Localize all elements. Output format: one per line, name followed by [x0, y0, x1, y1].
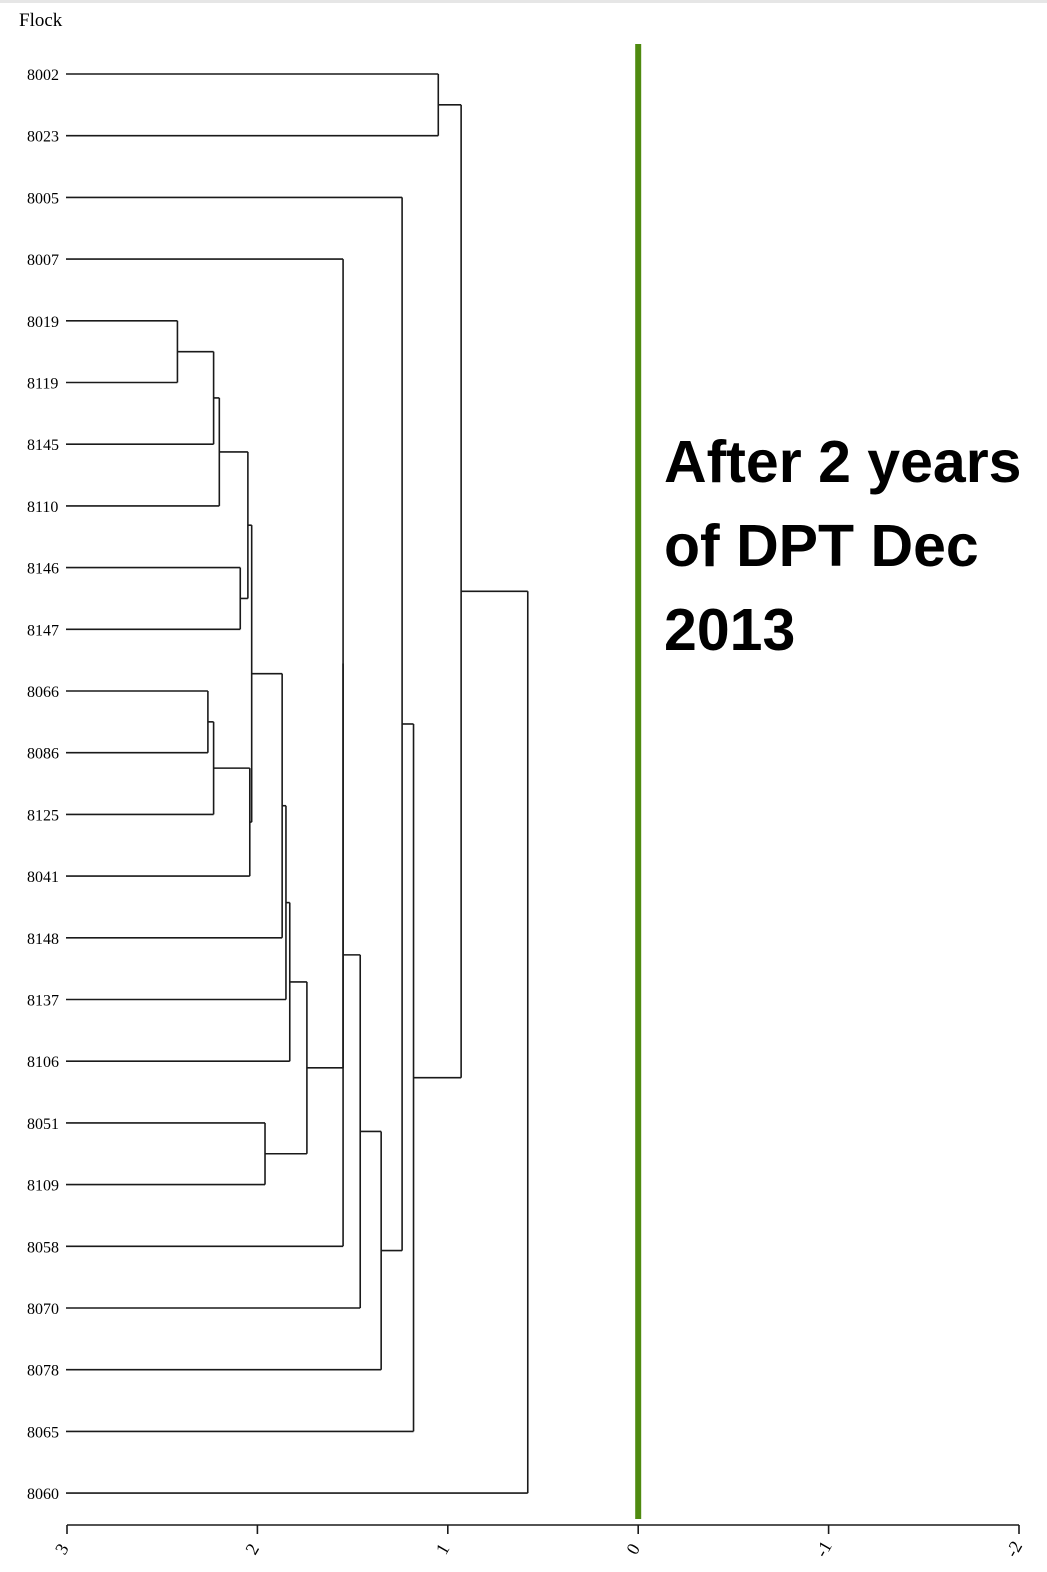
leaf-label-8041: 8041: [27, 869, 59, 886]
leaf-label-8078: 8078: [27, 1363, 59, 1380]
leaf-label-8106: 8106: [27, 1054, 59, 1071]
leaf-label-8065: 8065: [27, 1424, 59, 1441]
leaf-label-8119: 8119: [27, 376, 58, 393]
leaf-label-8147: 8147: [27, 622, 59, 639]
leaf-label-8058: 8058: [27, 1239, 59, 1256]
leaf-label-8109: 8109: [27, 1178, 59, 1195]
leaf-label-8023: 8023: [27, 129, 59, 146]
leaf-label-8070: 8070: [27, 1301, 59, 1318]
x-tick-label-5: -2: [1001, 1538, 1026, 1561]
leaf-label-8148: 8148: [27, 931, 59, 948]
annotation-line-3: 2013: [664, 597, 796, 663]
x-tick-label-2: 1: [432, 1540, 454, 1558]
leaf-header-label: Flock: [19, 10, 63, 31]
x-tick-label-3: 0: [622, 1540, 644, 1558]
leaf-label-8019: 8019: [27, 314, 59, 331]
leaf-label-8145: 8145: [27, 437, 59, 454]
leaf-label-8060: 8060: [27, 1486, 59, 1503]
x-tick-label-0: 3: [51, 1540, 73, 1558]
x-tick-label-1: 2: [241, 1540, 263, 1558]
leaf-label-8051: 8051: [27, 1116, 59, 1133]
leaf-label-8137: 8137: [27, 993, 59, 1010]
leaf-label-8066: 8066: [27, 684, 59, 701]
leaf-label-8125: 8125: [27, 807, 59, 824]
leaf-label-8002: 8002: [27, 67, 59, 84]
x-axis: 3 2 1 0 -1 -2: [51, 1524, 1026, 1561]
leaf-label-8007: 8007: [27, 252, 59, 269]
annotation-line-1: After 2 years: [664, 429, 1022, 495]
leaf-label-8086: 8086: [27, 746, 59, 763]
x-tick-label-4: -1: [811, 1538, 836, 1561]
leaf-label-8146: 8146: [27, 561, 59, 578]
leaf-label-8110: 8110: [27, 499, 58, 516]
dendrogram-branches: [66, 73, 529, 1494]
annotation-text: After 2 years of DPT Dec 2013: [664, 420, 1047, 672]
annotation-line-2: of DPT Dec: [664, 513, 979, 579]
leaf-labels: 8002 8023 8005 8007 8019 8119 8145 8110 8146 8147…: [27, 67, 59, 1503]
top-border: [0, 0, 1047, 3]
leaf-label-8005: 8005: [27, 190, 59, 207]
